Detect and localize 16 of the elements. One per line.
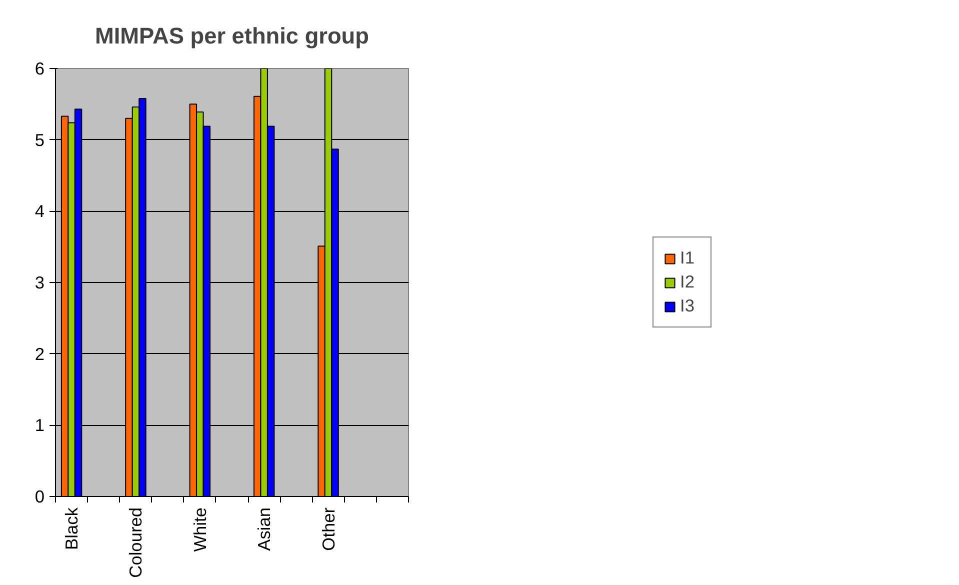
y-tick-label: 2	[34, 344, 45, 364]
y-tick-label: 4	[34, 201, 45, 222]
x-tick-label: Asian	[254, 507, 274, 551]
x-tick-label: Other	[318, 507, 338, 551]
x-tick-label: Black	[62, 507, 82, 550]
y-tick-label: 1	[34, 415, 45, 436]
y-tick-label: 0	[34, 486, 45, 506]
legend-label: I1	[680, 248, 696, 268]
x-tick-label: Coloured	[126, 507, 146, 578]
y-tick-label: 3	[34, 272, 45, 292]
y-tick-label: 5	[34, 130, 45, 150]
x-tick-label: White	[190, 507, 210, 552]
y-tick-label: 6	[34, 58, 45, 78]
legend-label: I3	[680, 296, 696, 316]
legend-label: I2	[680, 272, 696, 292]
chart-title: MIMPAS per ethnic group	[95, 22, 369, 48]
